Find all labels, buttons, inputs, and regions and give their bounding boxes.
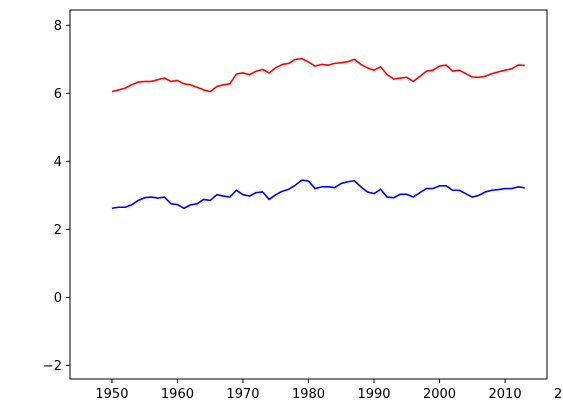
x-tick-label: 2010 xyxy=(489,387,522,402)
y-tick-label: 4 xyxy=(54,155,62,170)
x-tick-label: 1950 xyxy=(95,387,128,402)
series-layer xyxy=(111,57,525,210)
plot-area-frame xyxy=(69,9,548,380)
x-axis: 1950 1960 1970 1980 1990 2000 2010 2020 xyxy=(95,379,563,402)
x-tick-label: 1960 xyxy=(161,387,194,402)
y-tick-label: 2 xyxy=(54,223,62,238)
y-tick-label: 8 xyxy=(54,19,62,34)
x-tick-label: 2000 xyxy=(423,387,456,402)
y-tick-label: 6 xyxy=(54,87,62,102)
series-line-2 xyxy=(111,179,525,210)
x-tick-label: 1980 xyxy=(292,387,325,402)
y-tick-label: −2 xyxy=(43,359,62,374)
x-tick-label: 1970 xyxy=(226,387,259,402)
series-line-1 xyxy=(111,57,525,93)
x-tick-label: 1990 xyxy=(357,387,390,402)
y-tick-label: 0 xyxy=(54,291,62,306)
y-axis: −2 0 2 4 6 8 xyxy=(43,19,70,374)
x-tick-label: 2020 xyxy=(554,387,563,402)
